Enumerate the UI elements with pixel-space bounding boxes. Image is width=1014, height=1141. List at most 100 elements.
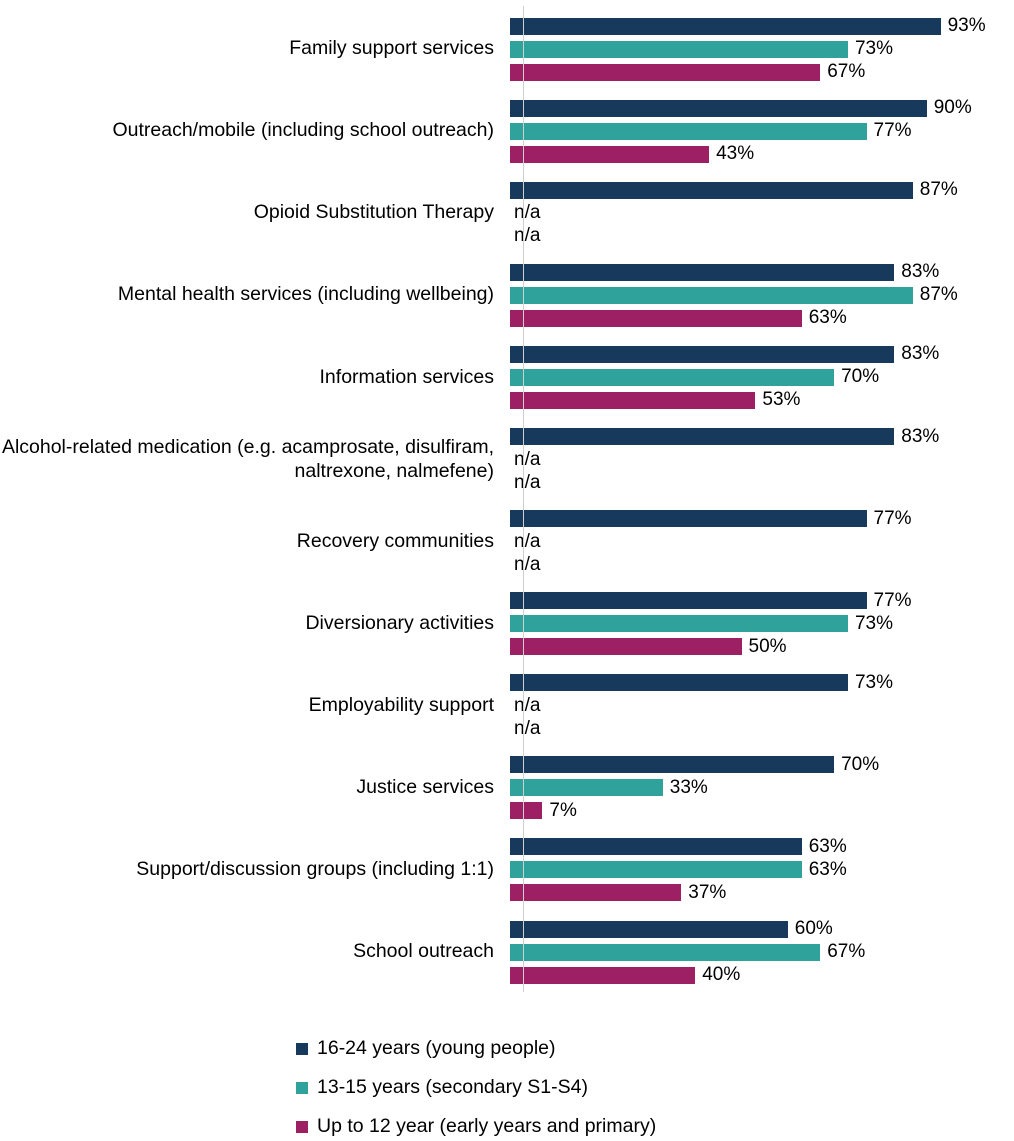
legend-swatch-icon [296, 1120, 308, 1133]
bar-group: 77% 73% 50% [509, 589, 1000, 658]
bar-segment [510, 592, 867, 610]
bar-segment [510, 861, 802, 879]
value-label: 33% [669, 776, 708, 798]
value-label: 73% [854, 612, 894, 634]
category-label: Justice services [356, 776, 494, 798]
chart-row: Recovery communities 77% n/a n/a [0, 501, 1014, 583]
bar-segment [510, 838, 802, 856]
bar-slot: 77% [510, 589, 1000, 612]
legend-item: 13-15 years (secondary S1-S4) [296, 1076, 1014, 1099]
bar-group: 87% n/a n/a [509, 179, 1000, 248]
value-label: 60% [794, 918, 833, 940]
chart-row: Diversionary activities 77% 73% 50% [0, 583, 1014, 665]
na-label: n/a [514, 530, 541, 552]
bar-slot: 67% [510, 941, 1000, 964]
na-label: n/a [514, 448, 541, 470]
bar-slot: n/a [510, 448, 1000, 471]
bar-segment [510, 779, 663, 797]
na-label: n/a [514, 717, 541, 739]
legend-item: Up to 12 year (early years and primary) [296, 1115, 1014, 1138]
category-label: Recovery communities [296, 529, 494, 552]
value-label: 70% [841, 753, 880, 775]
na-label: n/a [514, 694, 541, 716]
bar-segment [510, 17, 941, 35]
bar-slot: n/a [510, 694, 1000, 717]
chart-row: Information services 83% 70% 53% [0, 336, 1014, 418]
bar-slot: 33% [510, 776, 1000, 799]
chart-rows: Family support services 93% 73% 67% Outreach… [0, 8, 1014, 993]
category-label: Mental health services (including wellbe… [117, 283, 494, 306]
bar-slot: 60% [510, 918, 1000, 941]
na-label: n/a [514, 202, 541, 224]
category-label: Employability support [308, 693, 494, 716]
legend-swatch-icon [296, 1081, 308, 1094]
bar-group: 83% 87% 63% [509, 261, 1000, 330]
value-label: 7% [549, 799, 577, 821]
bar-segment [510, 368, 835, 386]
bar-slot: 63% [510, 307, 1000, 330]
category-label: Family support services [289, 37, 494, 60]
value-label: 70% [841, 366, 880, 388]
bar-slot: 73% [510, 38, 1000, 61]
bar-slot: 67% [510, 61, 1000, 84]
bar-segment [510, 615, 848, 633]
chart-row: Outreach/mobile (including school outrea… [0, 90, 1014, 172]
bar-segment [510, 756, 835, 774]
bar-group: 63% 63% 37% [509, 835, 1000, 904]
value-label: 43% [716, 143, 755, 165]
bar-slot: 53% [510, 389, 1000, 412]
bar-slot: 63% [510, 835, 1000, 858]
value-label: 93% [947, 15, 986, 37]
bar-segment [510, 99, 927, 117]
category-label: Support/discussion groups (including 1:1… [136, 858, 494, 881]
legend-label: 16-24 years (young people) [317, 1037, 556, 1060]
value-label: 77% [873, 507, 912, 529]
category-label: Diversionary activities [305, 611, 494, 634]
bar-slot: n/a [510, 202, 1000, 225]
chart-row: Opioid Substitution Therapy 87% n/a n/a [0, 172, 1014, 254]
value-label: 73% [854, 38, 894, 60]
bar-slot: 43% [510, 143, 1000, 166]
value-label: 63% [808, 858, 847, 880]
bar-group: 77% n/a n/a [509, 507, 1000, 576]
chart-row: Support/discussion groups (including 1:1… [0, 829, 1014, 911]
bar-slot: 77% [510, 120, 1000, 143]
bar-segment [510, 943, 821, 961]
value-label: 83% [901, 425, 940, 447]
value-label: 40% [702, 964, 741, 986]
bar-slot: n/a [510, 471, 1000, 494]
bar-segment [510, 40, 848, 58]
bar-slot: 93% [510, 15, 1000, 38]
bar-slot: 73% [510, 612, 1000, 635]
category-label: Opioid Substitution Therapy [253, 201, 494, 224]
bar-slot: 70% [510, 753, 1000, 776]
bar-slot: 83% [510, 425, 1000, 448]
na-label: n/a [514, 553, 541, 575]
value-label: 73% [854, 671, 894, 693]
value-label: 67% [827, 941, 866, 963]
value-label: 63% [808, 307, 847, 329]
grouped-bar-chart: Family support services 93% 73% 67% Outreach… [0, 6, 1014, 993]
bar-segment [510, 309, 802, 327]
legend-item: 16-24 years (young people) [296, 1037, 1014, 1060]
bar-slot: n/a [510, 717, 1000, 740]
bar-slot: 70% [510, 366, 1000, 389]
bar-segment [510, 428, 895, 446]
bar-slot: 37% [510, 881, 1000, 904]
bar-segment [510, 263, 895, 281]
category-label: Information services [319, 365, 494, 388]
bar-group: 60% 67% 40% [509, 918, 1000, 987]
chart-row: Alcohol-related medication (e.g. acampro… [0, 418, 1014, 500]
bar-slot: 50% [510, 635, 1000, 658]
bar-segment [510, 122, 867, 140]
chart-row: School outreach 60% 67% 40% [0, 911, 1014, 993]
bar-group: 90% 77% 43% [509, 97, 1000, 166]
bar-slot: 87% [510, 179, 1000, 202]
chart-row: Family support services 93% 73% 67% [0, 8, 1014, 90]
value-label: 77% [873, 589, 912, 611]
bar-slot: 87% [510, 284, 1000, 307]
bar-slot: 77% [510, 507, 1000, 530]
bar-segment [510, 638, 742, 656]
legend-swatch-icon [296, 1042, 308, 1055]
value-label: 63% [808, 835, 847, 857]
